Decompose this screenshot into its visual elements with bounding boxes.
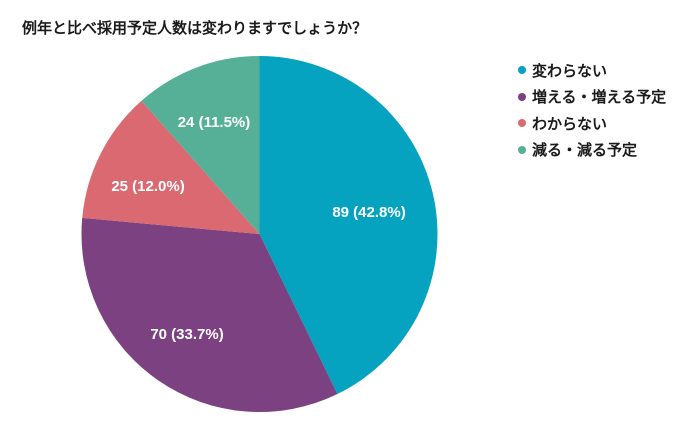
legend-item-increase: 増える・増える予定 <box>518 84 666 111</box>
slice-decrease <box>141 56 260 234</box>
legend-item-unchanged: 変わらない <box>518 57 666 84</box>
slice-unknown <box>82 100 260 235</box>
slice-increase <box>81 217 338 412</box>
legend-label: わからない <box>532 114 608 133</box>
legend-item-unknown: わからない <box>518 110 666 137</box>
legend-dot-icon <box>518 66 526 75</box>
legend-item-decrease: 減る・減る予定 <box>518 137 666 164</box>
slice-data-label: 70 (33.7%) <box>150 326 223 343</box>
legend-dot-icon <box>518 92 526 101</box>
slice-data-label: 24 (11.5%) <box>178 114 251 131</box>
legend-dot-icon <box>518 145 526 154</box>
slice-data-label: 89 (42.8%) <box>332 204 405 221</box>
legend: 変わらない 増える・増える予定 わからない 減る・減る予定 <box>518 57 666 163</box>
legend-label: 変わらない <box>532 61 608 80</box>
legend-label: 増える・増える予定 <box>532 88 667 107</box>
chart-title: 例年と比べ採用予定人数は変わりますでしょうか？ <box>22 19 368 37</box>
legend-dot-icon <box>518 119 526 128</box>
slice-unchanged <box>259 56 438 395</box>
slice-data-label: 25 (12.0%) <box>111 178 184 195</box>
legend-label: 減る・減る予定 <box>532 141 638 160</box>
